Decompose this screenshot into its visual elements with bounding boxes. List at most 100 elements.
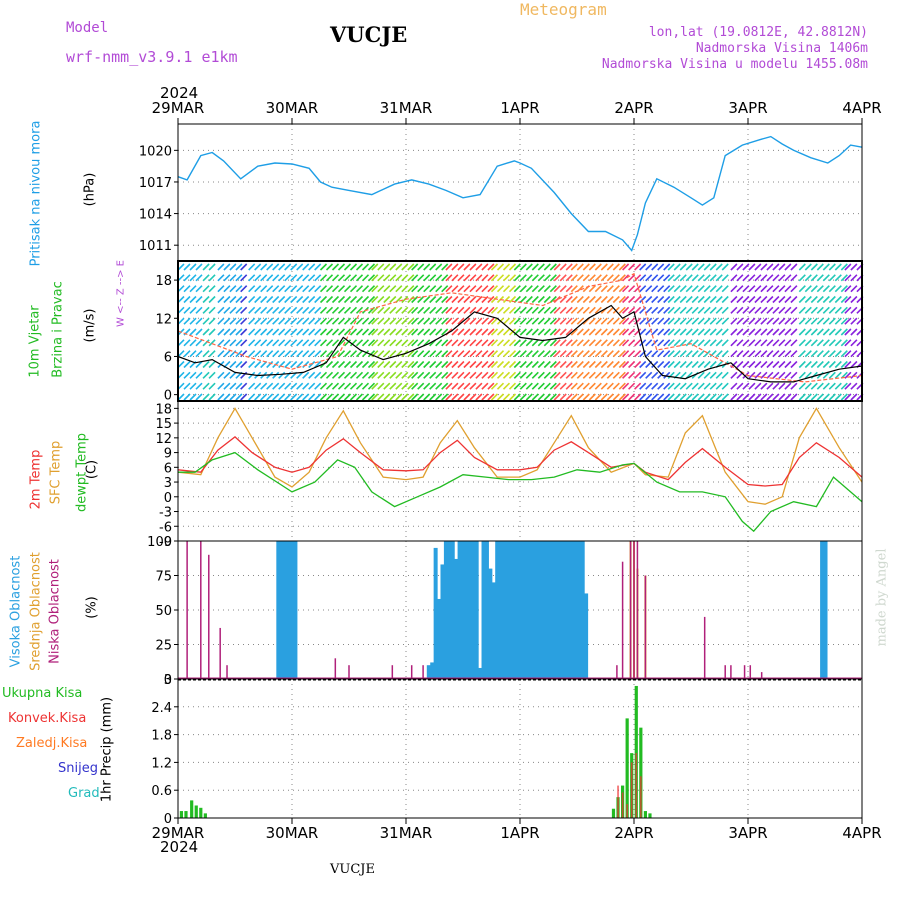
wind-barb [451,339,459,347]
wind-barb [490,350,499,358]
wind-barb [594,360,602,369]
wind-barb [235,360,243,369]
wind-barb [760,285,768,293]
wind-barb [469,285,477,293]
wind-barb [772,306,780,314]
wind-barb [582,274,590,282]
wind-barb [349,360,358,369]
wind-barb [553,263,561,271]
frz-precip-label: Zaledj.Kisa [16,736,88,751]
wind-barb [508,274,517,282]
wind-barb [266,263,274,271]
wind-barb [691,328,699,336]
wind-barb [810,263,818,271]
wind-barb [337,285,346,293]
conv-precip-bar [630,762,633,818]
wind-barb [715,328,723,336]
y-tick-label: 3 [164,673,172,688]
wind-barb [401,328,409,336]
wind-barb [628,306,636,314]
wind-barb [208,371,216,379]
wind-barb [296,382,304,390]
wind-barb [663,263,671,271]
wind-barb [549,393,557,401]
wind-barb [508,393,517,401]
precip-unit: 1hr Precip (mm) [99,696,115,803]
wind-barb [223,382,231,390]
wind-barb [337,317,346,325]
wind-barb [325,382,334,390]
wind-barb [703,382,711,390]
wind-barb [202,382,210,390]
wind-barb [850,274,858,282]
wind-barb [383,317,391,325]
wind-barb [736,393,744,401]
y-tick-label: 50 [155,604,172,619]
wind-barb [628,339,636,347]
wind-barb [411,285,419,293]
wind-barb [606,263,614,271]
wind-barb [657,360,665,369]
wind-barb [543,295,551,304]
wind-barb [411,393,419,401]
wind-barb [634,360,642,369]
wind-barb [389,382,397,390]
wind-barb [697,295,705,304]
wind-barb [730,350,738,358]
wind-barb [657,371,665,379]
wind-barb [217,339,225,347]
high-cloud-bar [553,541,558,679]
wind-barb [840,285,848,293]
wind-barb [496,382,505,390]
wind-barb [490,339,499,347]
high-cloud-bar [454,558,459,679]
low-cloud-bar [760,672,763,679]
wind-barb [290,295,298,304]
wind-barb [804,339,812,347]
wind-barb [804,371,812,379]
wind-barb [525,263,533,271]
wind-barb [703,393,711,401]
wind-barb [463,360,471,369]
wind-barb [319,382,328,390]
wind-barb [337,393,346,401]
total-precip-bar [634,685,638,818]
wind-barb [850,263,858,271]
wind-barb [736,382,744,390]
wind-barb [822,360,830,369]
wind-barb [679,306,687,314]
wind-barb [594,328,602,336]
high-cloud-bar [481,541,486,679]
wind-barb [618,360,626,369]
wind-barb [349,285,358,293]
wind-barb [284,285,292,293]
wind-barb [229,382,237,390]
wind-barb [622,263,630,271]
wind-speed-line [177,304,863,383]
wind-barb [331,339,340,347]
wind-barb [195,328,203,336]
wind-barb [622,393,630,401]
wind-barb [195,339,203,347]
wind-barb [559,350,567,358]
wind-barb [383,350,391,358]
wind-barb [284,274,292,282]
wind-barb [760,295,768,304]
wind-barb [697,285,705,293]
wind-barb [721,274,729,282]
wind-barb [272,285,280,293]
wind-barb [663,285,671,293]
low-cloud-bar [219,627,221,679]
wind-barb [709,317,717,325]
wind-barb [457,339,465,347]
wind-barb [240,393,248,401]
wind-barb [804,295,812,304]
wind-barb [798,328,806,336]
wind-barb [411,360,419,369]
wind-barb [582,328,590,336]
wind-barb [411,328,419,336]
wind-barb [570,285,578,293]
wind-barb [600,328,608,336]
wind-barb [441,350,449,358]
wind-barb [195,295,203,304]
